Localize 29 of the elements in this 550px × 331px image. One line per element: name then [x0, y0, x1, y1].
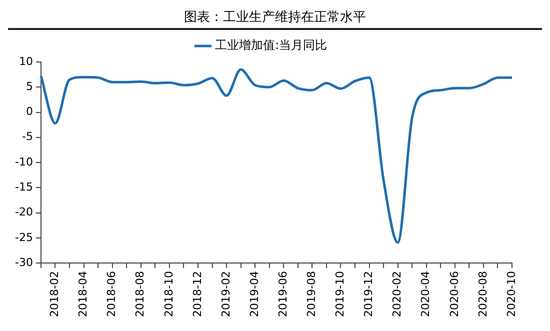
x-tick-label: 2018-04 [76, 271, 90, 318]
x-tick-label: 2020-02 [390, 271, 404, 318]
x-tick-label: 2019-04 [248, 271, 261, 318]
x-tick-label: 2018-02 [48, 271, 62, 318]
y-tick-label: -20 [15, 206, 33, 219]
x-tick-label: 2020-06 [448, 271, 461, 318]
line-series [40, 68, 514, 244]
x-tick-label: 2019-02 [219, 271, 232, 318]
x-tick-label: 2018-08 [134, 271, 147, 318]
y-tick-label: 10 [18, 54, 33, 68]
x-tick-label: 2019-08 [305, 271, 318, 318]
y-tick-label: -15 [15, 180, 33, 194]
y-tick-label: 5 [26, 80, 33, 93]
x-tick-label: 2019-12 [362, 271, 376, 318]
x-tick-label: 2018-06 [105, 271, 118, 318]
legend-label: 工业增加值:当月同比 [214, 38, 328, 52]
y-tick-label: -25 [15, 230, 33, 244]
x-tick-label: 2020-10 [504, 271, 518, 318]
x-tick-label: 2018-10 [162, 271, 176, 318]
y-tick-label: 0 [26, 105, 33, 118]
x-tick-label: 2019-10 [334, 271, 347, 318]
x-tick-label: 2020-08 [476, 271, 490, 318]
y-tick-label: -30 [15, 256, 33, 269]
chart-title: 图表：工业生产维持在正常水平 [8, 8, 542, 30]
x-tick-label: 2018-12 [190, 271, 204, 318]
y-tick-label: -10 [15, 155, 33, 168]
x-tick-label: 2020-04 [419, 271, 432, 318]
y-tick-label: -5 [22, 130, 33, 144]
x-tick-label: 2019-06 [276, 271, 290, 318]
